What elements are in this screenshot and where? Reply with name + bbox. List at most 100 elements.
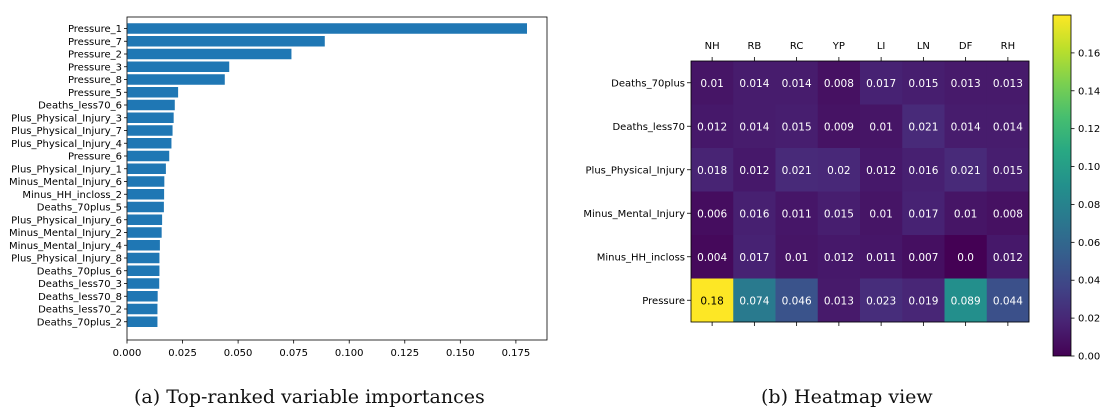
bar	[127, 99, 175, 111]
row-label: Minus_Mental_Injury	[583, 209, 685, 220]
y-tick-label: Pressure_6	[68, 152, 122, 163]
x-tick-label: 0.125	[390, 348, 419, 359]
cell-value-label: 0.044	[993, 295, 1023, 307]
y-tick-label: Pressure_1	[68, 24, 122, 35]
cell-value-label: 0.021	[908, 121, 938, 133]
heatmap-cell	[986, 148, 1030, 192]
row-label: Deaths_70plus	[611, 78, 685, 89]
colorbar-tick-label: 0.12	[1078, 124, 1100, 135]
row-label: Minus_HH_incloss	[597, 252, 685, 263]
cell-value-label: 0.014	[951, 121, 981, 133]
cell-value-label: 0.013	[993, 78, 1023, 90]
heatmap-cell	[986, 61, 1030, 105]
heatmap-cell	[733, 278, 776, 323]
cell-value-label: 0.012	[739, 165, 769, 177]
cell-value-label: 0.015	[782, 121, 812, 133]
cell-value-label: 0.012	[993, 252, 1023, 264]
column-label: NH	[705, 41, 720, 52]
cell-value-label: 0.012	[697, 121, 727, 133]
colorbar: 0.00 0.02 0.04 0.06 0.08 0.10 0.12 0.14 0.16	[1052, 14, 1100, 363]
heatmap-cell	[902, 235, 945, 279]
heatmap-cell	[733, 104, 776, 149]
heatmap-cell	[691, 235, 734, 279]
x-tick-label: 0.175	[502, 348, 531, 359]
bar	[127, 176, 165, 187]
heatmap-cell	[817, 104, 861, 149]
bar	[127, 303, 158, 315]
heatmap-cell	[733, 148, 776, 192]
heatmap-cell	[817, 148, 861, 192]
bar	[127, 48, 292, 60]
cell-value-label: 0.007	[908, 252, 938, 264]
column-label: DF	[959, 41, 973, 52]
bar	[127, 252, 160, 264]
cell-value-label: 0.02	[827, 165, 850, 177]
heatmap-cell	[817, 191, 861, 236]
cell-value-label: 0.019	[908, 295, 938, 307]
cell-value-label: 0.015	[993, 165, 1023, 177]
bar	[127, 87, 179, 98]
y-tick-label: Minus_HH_incloss_2	[22, 190, 122, 201]
heatmap-cell	[944, 61, 988, 105]
y-tick-label: Plus_Physical_Injury_8	[11, 254, 122, 265]
heatmap-cell	[775, 235, 819, 279]
cell-value-label: 0.0	[957, 252, 974, 264]
cell-value-label: 0.008	[824, 78, 854, 90]
heatmap-cell	[691, 278, 734, 323]
y-tick-label: Deaths_70plus_5	[37, 203, 122, 214]
heatmap-cell	[860, 61, 903, 105]
y-tick-label: Deaths_less70_6	[38, 101, 122, 112]
colorbar-tick-label: 0.14	[1078, 86, 1100, 97]
cell-value-label: 0.008	[993, 208, 1023, 220]
y-tick-label: Minus_Mental_Injury_2	[9, 228, 122, 239]
heatmap-cell	[860, 104, 903, 149]
cell-value-label: 0.01	[954, 208, 977, 220]
y-tick-label: Minus_Mental_Injury_6	[9, 177, 122, 188]
heatmap-cell	[986, 104, 1030, 149]
y-tick-label: Pressure_3	[68, 62, 122, 73]
heatmap-cell	[860, 191, 903, 236]
plot-frame	[126, 16, 548, 341]
y-tick-label: Plus_Physical_Injury_4	[11, 139, 122, 150]
x-tick-label: 0.025	[168, 348, 197, 359]
y-tick-label: Minus_Mental_Injury_4	[9, 241, 122, 252]
x-tick-label: 0.075	[279, 348, 308, 359]
cell-value-label: 0.017	[908, 208, 938, 220]
heatmap-cell	[944, 191, 988, 236]
cell-value-label: 0.18	[700, 295, 723, 307]
cell-value-label: 0.074	[739, 295, 769, 307]
cell-value-label: 0.015	[824, 208, 854, 220]
caption-a: (a) Top-ranked variable importances	[134, 386, 485, 408]
y-tick-label: Pressure_8	[68, 75, 122, 86]
cell-value-label: 0.014	[993, 121, 1023, 133]
heatmap-cell	[860, 235, 903, 279]
y-tick-label: Deaths_70plus_6	[37, 266, 122, 277]
y-tick-label: Deaths_less70_2	[38, 305, 122, 316]
y-tick-label: Deaths_less70_8	[38, 292, 122, 303]
heatmap-cell	[817, 278, 861, 323]
bar	[127, 214, 163, 225]
cell-value-label: 0.017	[739, 252, 769, 264]
heatmap-cell	[986, 191, 1030, 236]
y-tick-label: Pressure_7	[68, 37, 122, 48]
cell-value-label: 0.021	[782, 165, 812, 177]
heatmap-cell	[775, 148, 819, 192]
y-tick-label: Plus_Physical_Injury_6	[11, 215, 122, 226]
y-tick-label: Pressure_5	[68, 88, 122, 99]
bar	[127, 201, 164, 213]
x-tick-label: 0.150	[446, 348, 475, 359]
heatmap-cell	[691, 104, 734, 149]
y-tick-label: Pressure_2	[68, 50, 122, 61]
heatmap-cell	[860, 148, 903, 192]
heatmap-cell	[817, 61, 861, 105]
bar	[127, 125, 173, 136]
colorbar-tick-label: 0.02	[1078, 314, 1100, 325]
heatmap-cell	[691, 148, 734, 192]
colorbar-tick-label: 0.08	[1078, 200, 1100, 211]
heatmap-cell	[775, 104, 819, 149]
cell-value-label: 0.009	[824, 121, 854, 133]
heatmap-cell	[733, 235, 776, 279]
heatmap-cell	[944, 278, 988, 323]
colorbar-tick-label: 0.16	[1078, 48, 1100, 59]
bar	[127, 36, 325, 47]
